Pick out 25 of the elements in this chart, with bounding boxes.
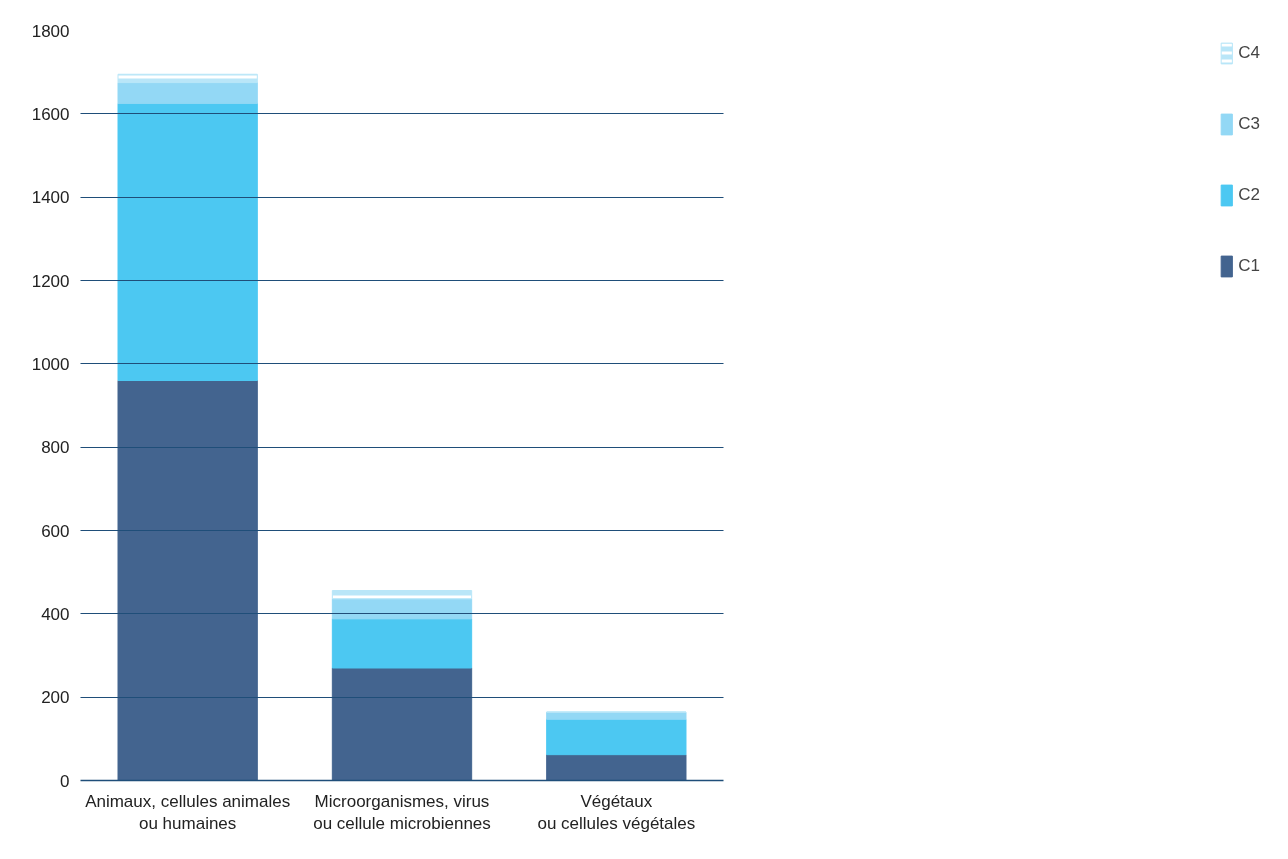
bar: [546, 754, 687, 781]
x-tick-label: Microorganismes, virus ou cellule microbiennes: [313, 791, 491, 834]
bar: [331, 598, 473, 620]
bar: [117, 102, 258, 381]
legend-label: C2: [1238, 185, 1260, 205]
bar: [331, 667, 473, 781]
bar: [546, 718, 687, 756]
y-tick-label: 1600: [31, 104, 70, 124]
legend-label: C4: [1238, 43, 1260, 63]
y-tick-label: 600: [41, 521, 70, 541]
legend-label: C1: [1238, 256, 1260, 276]
y-tick-label: 200: [41, 688, 70, 708]
y-tick-label: 1800: [31, 21, 70, 41]
y-tick-label: 400: [41, 604, 70, 624]
y-tick-label: 0: [60, 771, 70, 791]
x-tick-label: Animaux, cellules animales ou humaines: [85, 791, 291, 834]
y-tick-label: 1200: [31, 271, 70, 291]
bar: [117, 82, 258, 104]
y-tick-label: 800: [41, 438, 70, 458]
bar: [331, 618, 473, 669]
legend-label: C3: [1238, 114, 1260, 134]
x-tick-label: Végétaux ou cellules végétales: [537, 791, 696, 834]
y-tick-label: 1400: [31, 188, 70, 208]
bar: [117, 380, 258, 781]
y-tick-label: 1000: [31, 354, 70, 374]
